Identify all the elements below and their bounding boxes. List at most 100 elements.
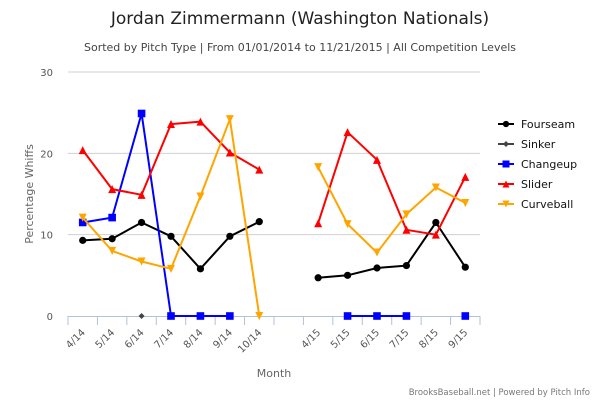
data-point[interactable] (108, 185, 117, 194)
data-point[interactable] (343, 271, 352, 279)
x-tick-label: 10/14 (236, 327, 264, 355)
y-axis-title: Percentage Whiffs (23, 144, 36, 244)
data-point[interactable] (79, 236, 87, 244)
data-point[interactable] (196, 192, 205, 201)
data-point[interactable] (373, 264, 381, 272)
y-tick-label: 0 (47, 312, 53, 323)
x-tick-label: 7/15 (388, 327, 412, 351)
legend-label: Sinker (521, 138, 556, 151)
series-sinker (138, 313, 145, 319)
data-point[interactable] (343, 128, 352, 137)
legend-label: Changeup (521, 158, 577, 171)
data-point[interactable] (167, 264, 175, 273)
data-point[interactable] (373, 312, 381, 320)
data-point[interactable] (255, 165, 264, 174)
data-point[interactable] (108, 235, 116, 243)
data-point[interactable] (137, 109, 146, 118)
legend-item-slider[interactable]: Slider (498, 178, 553, 191)
data-point[interactable] (461, 263, 469, 271)
series-group (78, 109, 470, 320)
series-line (82, 112, 230, 317)
data-point[interactable] (461, 172, 470, 181)
series-curveball (78, 115, 470, 320)
data-point[interactable] (343, 220, 352, 229)
x-axis-title: Month (257, 367, 292, 380)
x-tick-label: 9/15 (447, 327, 471, 351)
legend-marker (502, 120, 510, 128)
x-tick-label: 5/14 (94, 327, 118, 351)
data-point[interactable] (255, 312, 264, 320)
series-changeup (78, 109, 470, 320)
data-point[interactable] (431, 183, 440, 192)
data-point[interactable] (314, 274, 322, 282)
x-tick-label: 4/14 (64, 327, 88, 351)
data-point[interactable] (196, 265, 205, 273)
data-point[interactable] (402, 312, 411, 320)
legend-item-fourseam[interactable]: Fourseam (498, 118, 575, 131)
series-line (82, 220, 260, 270)
data-point[interactable] (138, 313, 145, 319)
data-point[interactable] (78, 213, 87, 222)
data-point[interactable] (431, 230, 440, 239)
data-point[interactable] (137, 218, 146, 227)
data-point[interactable] (402, 210, 411, 219)
data-point[interactable] (314, 163, 323, 172)
gridlines (68, 71, 480, 236)
y-tick-label: 30 (40, 68, 53, 79)
data-point[interactable] (461, 312, 470, 320)
data-point[interactable] (432, 218, 440, 227)
x-axis: 4/14 5/14 6/14 7/14 8/14 9/14 10/14 4/15 5/15 6/1… (64, 316, 481, 356)
data-point[interactable] (373, 248, 381, 257)
y-axis-ticks: 0 10 20 30 (40, 68, 53, 323)
data-point[interactable] (225, 148, 234, 157)
legend-item-curveball[interactable]: Curveball (498, 198, 573, 211)
x-tick-label: 9/14 (211, 327, 235, 351)
data-point[interactable] (461, 198, 470, 207)
x-tick-label: 6/15 (358, 327, 382, 351)
legend-label: Fourseam (521, 118, 575, 131)
data-point[interactable] (78, 146, 87, 155)
data-point[interactable] (255, 218, 263, 226)
data-point[interactable] (402, 225, 411, 234)
data-point[interactable] (196, 312, 205, 320)
data-point[interactable] (167, 120, 175, 129)
legend-marker (502, 200, 510, 208)
data-point[interactable] (225, 115, 234, 124)
series-line (317, 131, 467, 236)
y-tick-label: 20 (40, 149, 53, 160)
data-point[interactable] (108, 246, 117, 255)
data-point[interactable] (226, 312, 234, 320)
data-point[interactable] (314, 219, 323, 228)
data-point[interactable] (167, 232, 175, 240)
legend-label: Slider (521, 178, 553, 191)
series-line (318, 221, 467, 279)
data-point[interactable] (137, 257, 146, 266)
data-point[interactable] (108, 213, 116, 222)
legend-marker (502, 160, 510, 168)
data-point[interactable] (167, 312, 175, 320)
credits[interactable]: BrooksBaseball.net | Powered by Pitch In… (409, 388, 590, 398)
chart-subtitle: Sorted by Pitch Type | From 01/01/2014 t… (84, 41, 516, 54)
series-slider (78, 117, 470, 239)
data-point[interactable] (226, 232, 234, 240)
legend: Fourseam Sinker Changeup Slider Curveball (498, 118, 577, 211)
chart-title: Jordan Zimmermann (Washington Nationals) (110, 9, 489, 29)
legend-marker (502, 180, 510, 188)
data-point[interactable] (373, 155, 381, 164)
data-point[interactable] (137, 190, 146, 199)
data-point[interactable] (402, 261, 411, 270)
y-tick-label: 10 (40, 231, 53, 242)
legend-label: Curveball (521, 198, 573, 211)
legend-item-sinker[interactable]: Sinker (498, 138, 556, 151)
x-tick-label: 4/15 (300, 327, 324, 351)
x-tick-label: 6/14 (123, 327, 147, 351)
data-point[interactable] (343, 312, 352, 320)
data-point[interactable] (78, 218, 87, 227)
series-fourseam (79, 218, 469, 282)
data-point[interactable] (196, 117, 205, 126)
legend-item-changeup[interactable]: Changeup (498, 158, 577, 171)
x-tick-label: 8/14 (182, 327, 206, 351)
x-tick-label: 5/15 (329, 327, 353, 351)
x-tick-label: 8/15 (417, 327, 441, 351)
